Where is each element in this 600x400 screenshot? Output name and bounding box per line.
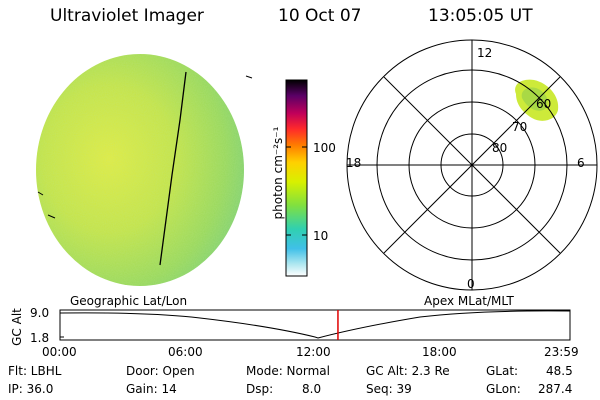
dsp-value: 8.0 (302, 382, 322, 396)
gc-alt-status: GC Alt: 2.3 Re (366, 364, 450, 378)
mlt-label-12: 12 (477, 46, 493, 60)
lat-label-70: 70 (512, 120, 528, 134)
x-tick-1200: 12:00 (296, 345, 331, 359)
ip-status: IP: 36.0 (8, 382, 54, 396)
x-tick-2359: 23:59 (544, 345, 579, 359)
altitude-curve (59, 310, 571, 339)
mode-status: Mode: Normal (246, 364, 330, 378)
x-tick-1800: 18:00 (422, 345, 457, 359)
colorbar-unit-label: photon cm⁻²s⁻¹ (271, 126, 285, 220)
lat-label-80: 80 (492, 141, 508, 155)
glon-value: 287.4 (538, 382, 573, 396)
lat-label-60: 60 (536, 97, 552, 111)
glat-label: GLat: (486, 364, 519, 378)
mlt-label-0: 0 (467, 277, 475, 291)
y-tick-1-8: 1.8 (30, 331, 50, 345)
intensity-colorbar (285, 79, 308, 277)
glat-value: 48.5 (546, 364, 573, 378)
terminator-line (159, 71, 187, 266)
x-tick-0000: 00:00 (42, 345, 77, 359)
altitude-timeline (59, 309, 571, 341)
colorbar-tick-10: 10 (313, 229, 329, 243)
mlt-label-6: 6 (577, 156, 585, 170)
y-tick-9: 9.0 (30, 306, 50, 320)
door-status: Door: Open (126, 364, 195, 378)
gc-alt-axis-label: GC Alt (10, 308, 24, 346)
apex-title: Apex MLat/MLT (424, 294, 514, 308)
x-tick-0600: 06:00 (168, 345, 203, 359)
polar-mlt-plot (346, 39, 598, 291)
instrument-title: Ultraviolet Imager (50, 6, 204, 26)
gain-status: Gain: 14 (126, 382, 177, 396)
observation-date: 10 Oct 07 (278, 6, 362, 26)
glon-label: GLon: (486, 382, 521, 396)
mlt-label-18: 18 (346, 156, 362, 170)
observation-time: 13:05:05 UT (428, 6, 533, 26)
colorbar-tick-100: 100 (313, 141, 336, 155)
filter-status: Flt: LBHL (8, 364, 62, 378)
geographic-title: Geographic Lat/Lon (70, 294, 188, 308)
dsp-label: Dsp: (246, 382, 274, 396)
uv-disk-image (36, 54, 253, 286)
seq-status: Seq: 39 (366, 382, 412, 396)
